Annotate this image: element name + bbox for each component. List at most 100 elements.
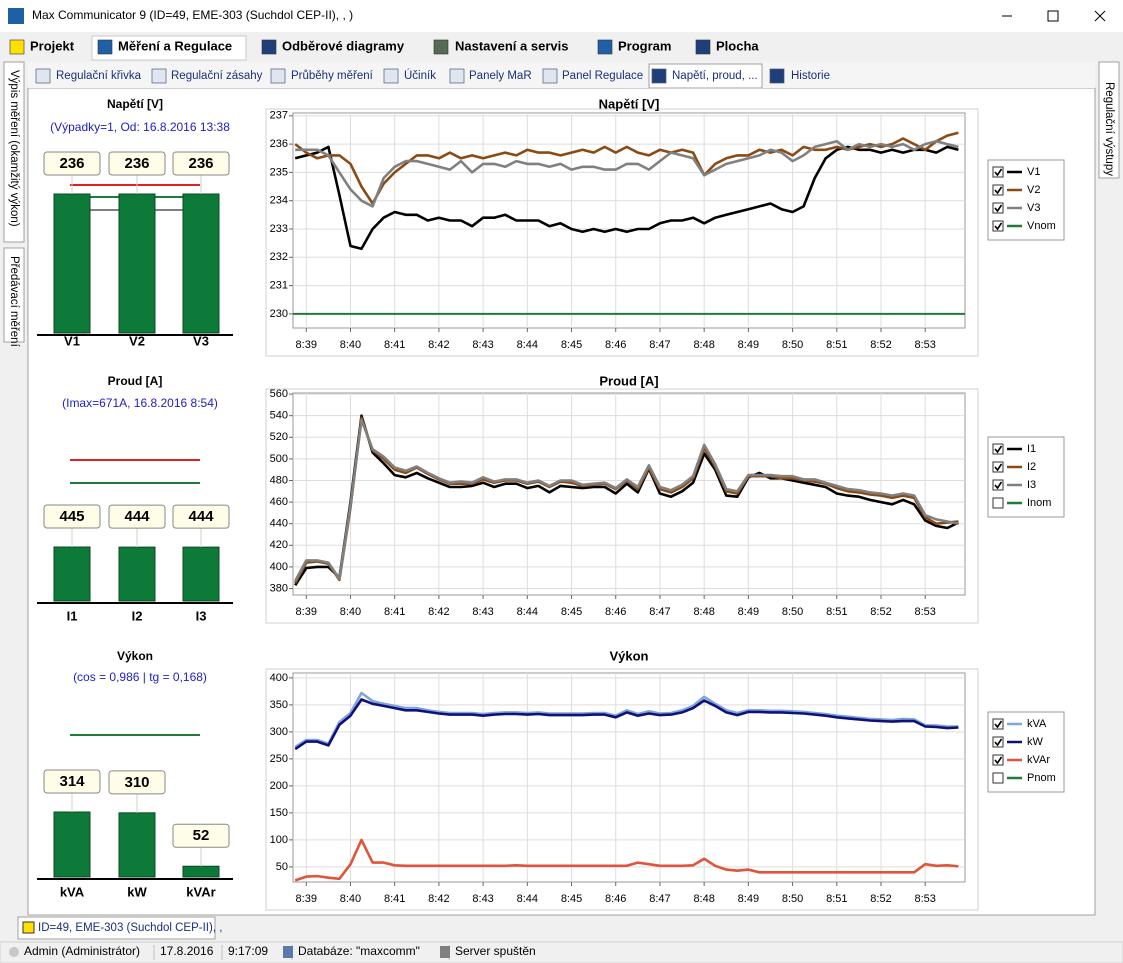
side-tab-label[interactable]: Předávací měření <box>8 256 20 348</box>
maximize-button[interactable] <box>1047 10 1059 22</box>
legend-checkbox[interactable] <box>992 166 1004 178</box>
menu-item[interactable]: Nastavení a servis <box>455 38 568 53</box>
menu-icon <box>433 39 449 55</box>
legend-check <box>994 738 1003 747</box>
panel-title: Napětí [V] <box>107 97 163 111</box>
x-tick-label: 8:48 <box>693 339 714 351</box>
subtab[interactable]: Průběhy měření <box>291 70 374 82</box>
gauge-label: kVA <box>60 884 85 899</box>
legend-checkbox[interactable] <box>992 443 1004 455</box>
gauge-bar <box>53 193 91 334</box>
subtab[interactable]: Napětí, proud, ... <box>672 70 758 82</box>
series-line <box>295 140 959 208</box>
subtab[interactable]: Panely MaR <box>469 70 532 82</box>
plot-area <box>292 672 966 883</box>
x-tick-label: 8:43 <box>472 893 493 905</box>
menu-item[interactable]: Odběrové diagramy <box>282 38 405 53</box>
x-tick-label: 8:48 <box>693 606 714 618</box>
document-tab[interactable] <box>17 916 216 940</box>
legend-check <box>994 204 1003 213</box>
side-tab[interactable] <box>3 61 25 243</box>
subtab[interactable]: Regulační křivka <box>56 70 142 82</box>
gauge-value: 444 <box>124 508 150 525</box>
y-tick-label: 100 <box>270 834 288 846</box>
subtab[interactable]: Regulační zásahy <box>171 70 263 82</box>
subtab-icon <box>449 68 465 84</box>
window-title: Max Communicator 9 (ID=49, EME-303 (Such… <box>32 8 353 22</box>
x-tick-label: 8:49 <box>738 893 759 905</box>
x-tick-label: 8:45 <box>561 339 582 351</box>
x-tick-label: 8:46 <box>605 893 626 905</box>
legend-checkbox[interactable] <box>992 479 1004 491</box>
side-tab-label[interactable]: Regulační výstupy <box>1103 82 1115 176</box>
menu-item[interactable]: Měření a Regulace <box>118 38 232 53</box>
value-box <box>172 504 230 529</box>
x-tick-label: 8:52 <box>870 893 891 905</box>
legend-checkbox[interactable] <box>992 202 1004 214</box>
subtab[interactable]: Účiník <box>404 69 436 82</box>
x-tick-label: 8:48 <box>693 893 714 905</box>
y-tick-label: 350 <box>270 699 288 711</box>
app-icon <box>8 8 24 24</box>
subtab-icon <box>35 68 51 84</box>
x-tick-label: 8:50 <box>782 893 803 905</box>
side-tab[interactable] <box>3 247 25 343</box>
legend-label: Vnom <box>1027 220 1056 232</box>
series-line <box>294 414 959 587</box>
y-tick-label: 480 <box>270 474 288 486</box>
x-tick-label: 8:44 <box>517 606 538 618</box>
subtab-icon <box>651 68 667 84</box>
gauge-value: 236 <box>124 155 149 172</box>
x-tick-label: 8:45 <box>561 893 582 905</box>
menu-icon <box>97 39 113 55</box>
legend-checkbox[interactable] <box>992 736 1004 748</box>
legend-checkbox[interactable] <box>992 184 1004 196</box>
y-tick-label: 234 <box>270 195 288 207</box>
menu-item[interactable]: Projekt <box>30 38 75 53</box>
y-tick-label: 500 <box>270 453 288 465</box>
menu-item[interactable]: Plocha <box>716 38 759 53</box>
legend-checkbox[interactable] <box>992 754 1004 766</box>
legend-checkbox[interactable] <box>992 497 1004 509</box>
side-tab[interactable] <box>1098 61 1120 179</box>
gauge-bar <box>118 193 156 334</box>
close-button[interactable] <box>1094 10 1106 22</box>
x-tick-label: 8:39 <box>296 606 317 618</box>
legend-check <box>994 168 1003 177</box>
legend-checkbox[interactable] <box>992 718 1004 730</box>
menu-icon <box>695 39 711 55</box>
y-tick-label: 250 <box>270 753 288 765</box>
subtab[interactable]: Panel Regulace <box>562 70 643 82</box>
side-tab-label[interactable]: Výpis měření (okamžitý výkon) <box>8 70 20 227</box>
gauge-bar <box>53 811 91 878</box>
subtab-icon <box>383 68 399 84</box>
legend-checkbox[interactable] <box>992 772 1004 784</box>
document-tab-label[interactable]: ID=49, EME-303 (Suchdol CEP-II), , <box>38 922 222 934</box>
y-tick-label: 232 <box>270 251 288 263</box>
gauge-value: 236 <box>188 155 213 172</box>
y-tick-label: 560 <box>270 388 288 400</box>
x-tick-label: 8:49 <box>738 339 759 351</box>
y-tick-label: 231 <box>270 279 288 291</box>
status-db-icon <box>283 946 293 958</box>
x-tick-label: 8:49 <box>738 606 759 618</box>
subtab-active <box>648 63 763 89</box>
value-box <box>108 151 166 176</box>
plot-area <box>292 392 966 596</box>
value-box <box>172 151 230 176</box>
y-tick-label: 150 <box>270 807 288 819</box>
x-tick-label: 8:45 <box>561 606 582 618</box>
value-box <box>108 770 166 795</box>
status-item: 17.8.2016 <box>160 944 214 958</box>
legend-checkbox[interactable] <box>992 220 1004 232</box>
chart-title: Napětí [V] <box>599 96 660 111</box>
x-tick-label: 8:46 <box>605 339 626 351</box>
subtab[interactable]: Historie <box>791 70 830 82</box>
legend-label: V1 <box>1027 166 1040 178</box>
legend-checkbox[interactable] <box>992 461 1004 473</box>
x-tick-label: 8:50 <box>782 339 803 351</box>
panel-subtitle: (Výpadky=1, Od: 16.8.2016 13:38 <box>50 120 230 134</box>
menu-item[interactable]: Program <box>618 38 671 53</box>
